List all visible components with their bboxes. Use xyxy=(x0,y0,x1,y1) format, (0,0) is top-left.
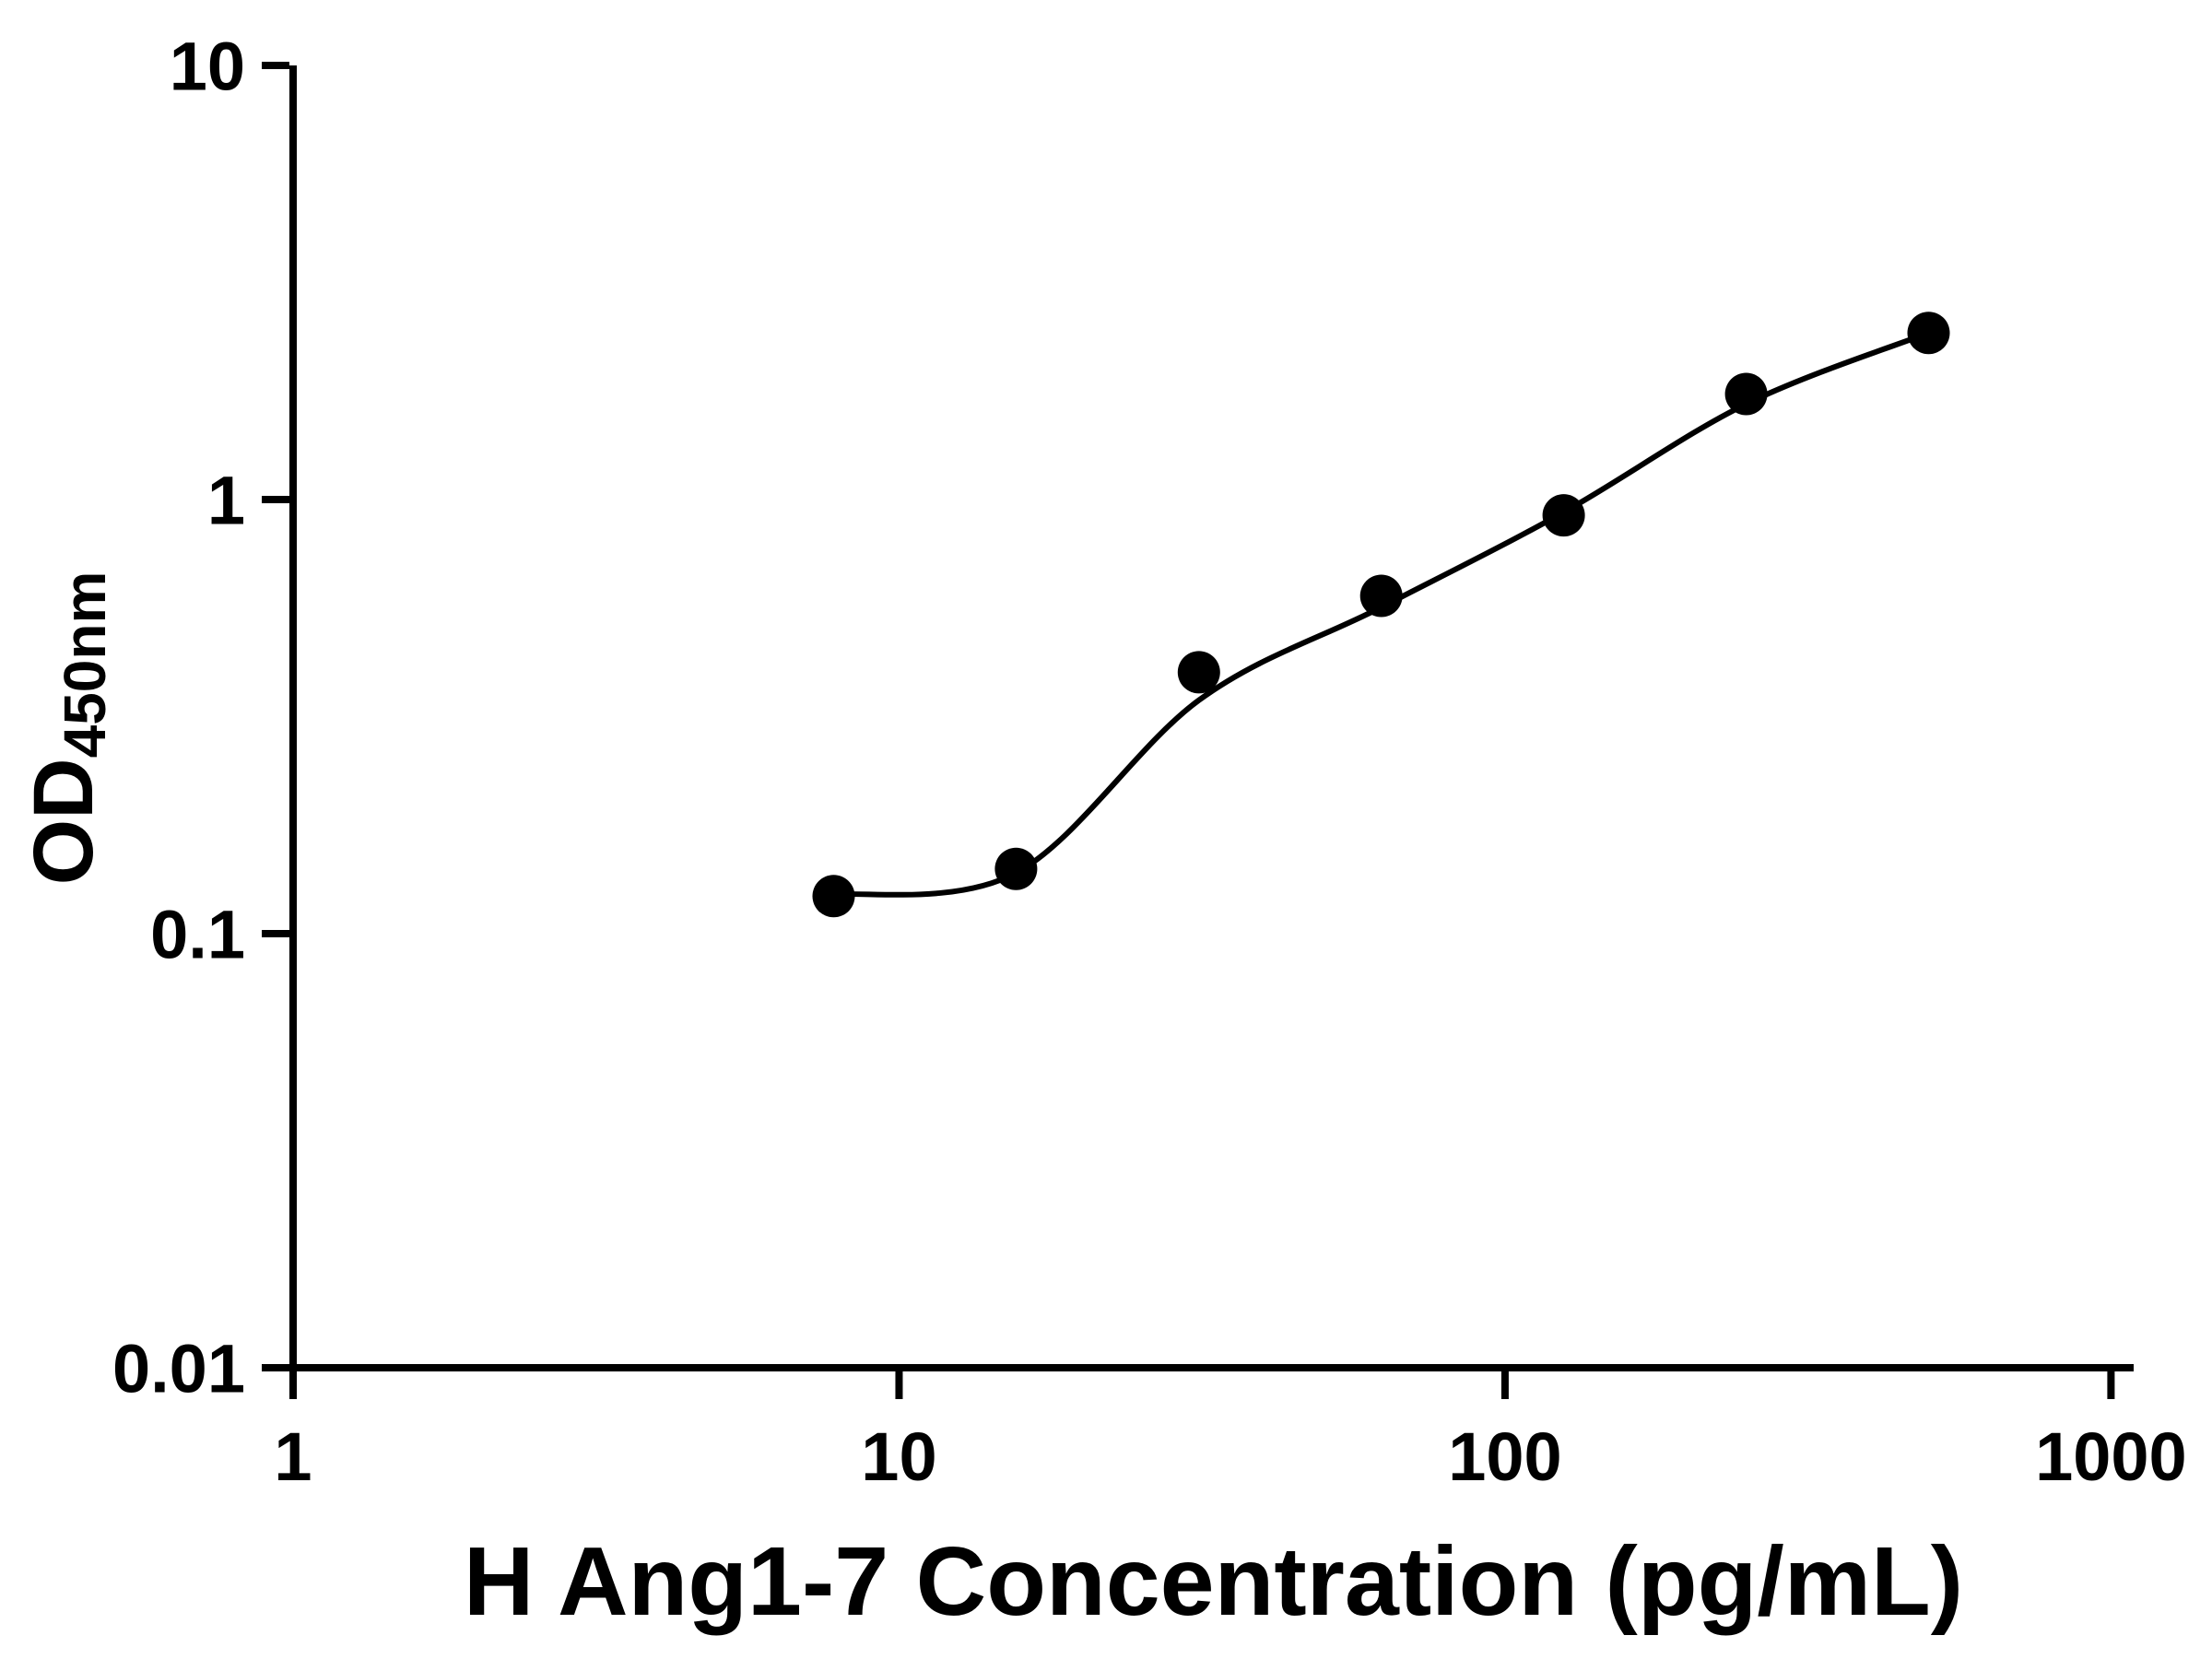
y-axis-label-main: OD xyxy=(17,758,111,885)
y-axis-label-subscript: 450nm xyxy=(52,571,118,759)
y-tick-label: 0.01 xyxy=(112,1331,245,1407)
x-tick-label: 10 xyxy=(861,1418,936,1495)
x-tick-label: 1 xyxy=(274,1418,312,1495)
x-tick-label: 1000 xyxy=(2035,1418,2187,1495)
data-point xyxy=(1177,651,1220,694)
data-point xyxy=(994,847,1038,890)
data-point xyxy=(1359,574,1403,618)
data-point xyxy=(812,875,855,918)
data-point xyxy=(1542,494,1585,537)
y-tick-label: 10 xyxy=(170,29,245,105)
x-tick-label: 100 xyxy=(1448,1418,1561,1495)
y-tick-label: 0.1 xyxy=(150,897,245,973)
x-axis-label: H Ang1-7 Concentration (pg/mL) xyxy=(464,1527,1963,1636)
y-tick-label: 1 xyxy=(207,463,245,539)
data-point xyxy=(1907,312,1950,355)
data-point xyxy=(1724,372,1768,416)
axes-frame xyxy=(289,65,2134,1371)
y-axis-label: OD450nm xyxy=(17,571,118,886)
